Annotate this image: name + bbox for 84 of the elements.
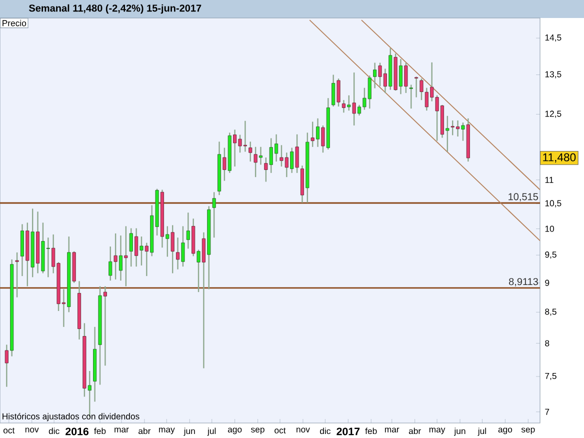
candlestick (404, 62, 408, 94)
x-tick-label: jun (454, 428, 466, 436)
candlestick (166, 226, 170, 258)
candlestick (420, 78, 424, 101)
candlestick (409, 84, 413, 110)
candlestick (446, 115, 450, 152)
candlestick (129, 228, 133, 268)
candlestick (4, 344, 8, 388)
x-tick-label: 2016 (66, 428, 89, 436)
candlestick (347, 94, 351, 112)
y-tick-label: 13,5 (545, 71, 562, 78)
candlestick (118, 234, 123, 282)
candlestick (290, 147, 294, 174)
candlestick (321, 124, 325, 154)
chart-title: Semanal 11,480 (-2,42%) 15-jun-2017 (29, 4, 202, 14)
x-tick-label: feb (365, 428, 377, 434)
x-tick-label: abr (408, 428, 421, 434)
x-tick-label: mar (384, 428, 400, 432)
x-tick-label: oct (3, 428, 15, 434)
x-tick-label: dic (48, 428, 60, 434)
x-tick-label: may (429, 428, 446, 434)
annotation: Históricos ajustados con dividendos (2, 412, 140, 422)
candlestick (144, 242, 148, 277)
candlestick (342, 99, 346, 114)
annotation: 11,480 (543, 153, 576, 163)
x-tick-label: may (159, 428, 175, 434)
annotation: Precio (2, 20, 26, 26)
x-tick-label: sep (521, 428, 535, 434)
candlestick (248, 141, 252, 162)
candlestick (212, 192, 216, 238)
candlestick (398, 58, 403, 95)
ref-line-label: 10,515 (508, 193, 538, 202)
candlestick (134, 228, 138, 268)
candlestick (336, 78, 340, 108)
candlestick (332, 74, 336, 108)
x-tick-label: feb (94, 428, 106, 434)
x-tick-label: nov (296, 428, 310, 432)
candlestick (352, 72, 356, 126)
candlestick (15, 252, 19, 298)
x-tick-label: nov (25, 428, 39, 432)
candlestick (295, 134, 299, 174)
y-tick-label: 11 (545, 176, 554, 183)
candlestick (108, 246, 112, 282)
candlestick (222, 147, 226, 182)
candlestick (181, 226, 185, 268)
x-tick-label: mar (114, 428, 129, 432)
y-tick-label: 10 (545, 226, 554, 232)
y-tick-label: 14,5 (545, 34, 562, 42)
candlestick (124, 226, 128, 287)
candlestick (310, 121, 314, 148)
candlestick (140, 236, 144, 266)
y-tick-label: 8 (545, 340, 550, 346)
y-tick-label: 8,5 (545, 308, 556, 316)
x-tick-label: jul (207, 428, 216, 436)
candlestick (114, 232, 118, 280)
x-tick-label: 2017 (336, 428, 360, 436)
y-tick-label: 12,5 (545, 110, 562, 118)
y-tick-label: 9,5 (545, 252, 556, 259)
ref-line-label: 8,9113 (509, 278, 538, 286)
x-tick-label: oct (274, 428, 286, 434)
x-tick-label: abr (138, 428, 151, 434)
candlestick (414, 76, 418, 98)
candlestick (316, 118, 320, 148)
x-tick-label: ago (498, 428, 512, 434)
y-tick-label: 7,5 (545, 372, 556, 380)
candlestick (196, 249, 200, 293)
candlestick (202, 232, 206, 369)
y-tick-label: 10,5 (545, 200, 562, 208)
candlestick (103, 286, 107, 366)
x-tick-label: dic (320, 428, 330, 434)
x-tick-label: sep (251, 428, 264, 434)
candlestick (176, 236, 180, 270)
y-tick-label: 7 (545, 408, 550, 415)
candlestick (264, 156, 268, 182)
candlestick (461, 122, 465, 142)
candlestick (258, 146, 263, 166)
candlestick (186, 212, 190, 250)
x-tick-label: ago (228, 428, 242, 434)
y-tick-label: 9 (545, 280, 550, 286)
candlestick (254, 146, 258, 178)
candlestick (170, 224, 174, 274)
x-tick-label: jun (184, 428, 195, 436)
candlestick (373, 62, 377, 89)
x-tick-label: jul (478, 428, 486, 436)
